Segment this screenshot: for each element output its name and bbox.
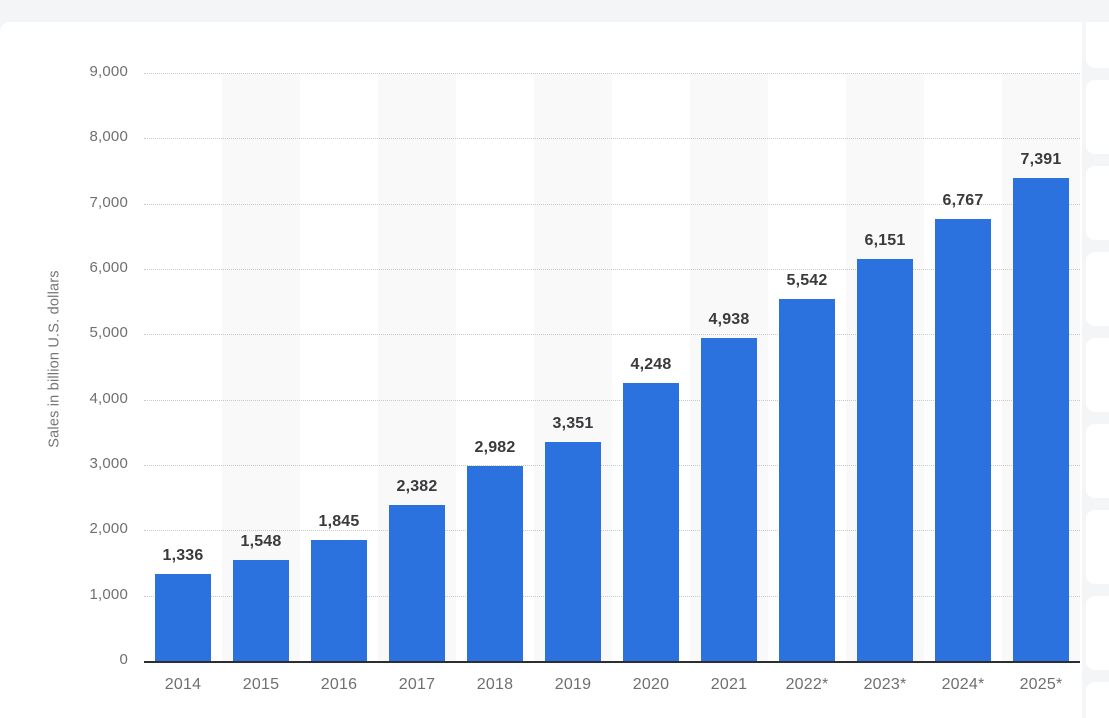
right-edge-panel xyxy=(1086,424,1109,498)
x-axis-tick-label: 2014 xyxy=(164,676,202,693)
x-axis-tick-label: 2021 xyxy=(710,676,748,693)
x-axis-tick-label: 2025* xyxy=(1019,676,1063,693)
x-axis-tick-label: 2015 xyxy=(242,676,280,693)
gridline xyxy=(144,399,1080,401)
plot-area xyxy=(144,73,1080,661)
right-edge-panel xyxy=(1086,166,1109,240)
bar[interactable] xyxy=(857,259,913,661)
right-edge-panel xyxy=(1086,596,1109,670)
bar-value-label: 6,151 xyxy=(864,232,906,250)
bar-value-label: 2,382 xyxy=(396,478,438,496)
right-edge-panel xyxy=(1086,252,1109,326)
bar[interactable] xyxy=(701,338,757,661)
x-axis-tick-label: 2019 xyxy=(554,676,592,693)
x-axis-line xyxy=(144,661,1080,663)
x-axis-tick-label: 2024* xyxy=(941,676,985,693)
bar-value-label: 4,938 xyxy=(708,311,750,329)
bar-value-label: 5,542 xyxy=(786,271,828,289)
gridline xyxy=(144,334,1080,336)
bar[interactable] xyxy=(311,540,367,661)
bar-value-label: 1,845 xyxy=(318,513,360,531)
bar[interactable] xyxy=(623,383,679,661)
bar[interactable] xyxy=(155,573,211,661)
bar-value-label: 6,767 xyxy=(942,191,984,209)
bar[interactable] xyxy=(545,442,601,661)
x-axis-tick-label: 2022* xyxy=(785,676,829,693)
gridline xyxy=(144,73,1080,74)
bar[interactable] xyxy=(233,559,289,661)
x-axis-tick-label: 2016 xyxy=(320,676,358,693)
bar[interactable] xyxy=(467,466,523,661)
gridline xyxy=(144,269,1080,270)
gridline xyxy=(144,595,1080,597)
right-edge-panel xyxy=(1086,22,1109,68)
bar-value-label: 4,248 xyxy=(630,356,672,374)
gridline xyxy=(144,203,1080,205)
x-axis-tick-label: 2018 xyxy=(476,676,514,693)
bar-value-label: 1,548 xyxy=(240,532,282,550)
right-edge-panel xyxy=(1086,338,1109,412)
gridline xyxy=(144,530,1080,532)
x-axis-tick-label: 2023* xyxy=(863,676,907,693)
right-edge-panel xyxy=(1086,80,1109,154)
bar[interactable] xyxy=(779,298,835,661)
bar[interactable] xyxy=(935,218,991,661)
bar-value-label: 1,336 xyxy=(162,546,204,564)
right-edge-panel xyxy=(1086,510,1109,584)
gridline xyxy=(144,138,1080,140)
bar[interactable] xyxy=(1013,178,1069,661)
bar-value-label: 2,982 xyxy=(474,439,516,457)
gridline xyxy=(144,465,1080,466)
right-edge-panel-stack xyxy=(1082,22,1109,718)
bar-value-label: 7,391 xyxy=(1020,151,1062,169)
bar[interactable] xyxy=(389,505,445,661)
x-axis-tick-label: 2020 xyxy=(632,676,670,693)
right-edge-panel xyxy=(1086,682,1109,718)
x-axis-tick-label: 2017 xyxy=(398,676,436,693)
bar-value-label: 3,351 xyxy=(552,415,594,433)
